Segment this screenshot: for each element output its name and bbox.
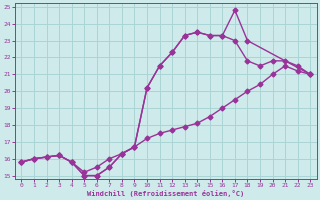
X-axis label: Windchill (Refroidissement éolien,°C): Windchill (Refroidissement éolien,°C): [87, 190, 244, 197]
